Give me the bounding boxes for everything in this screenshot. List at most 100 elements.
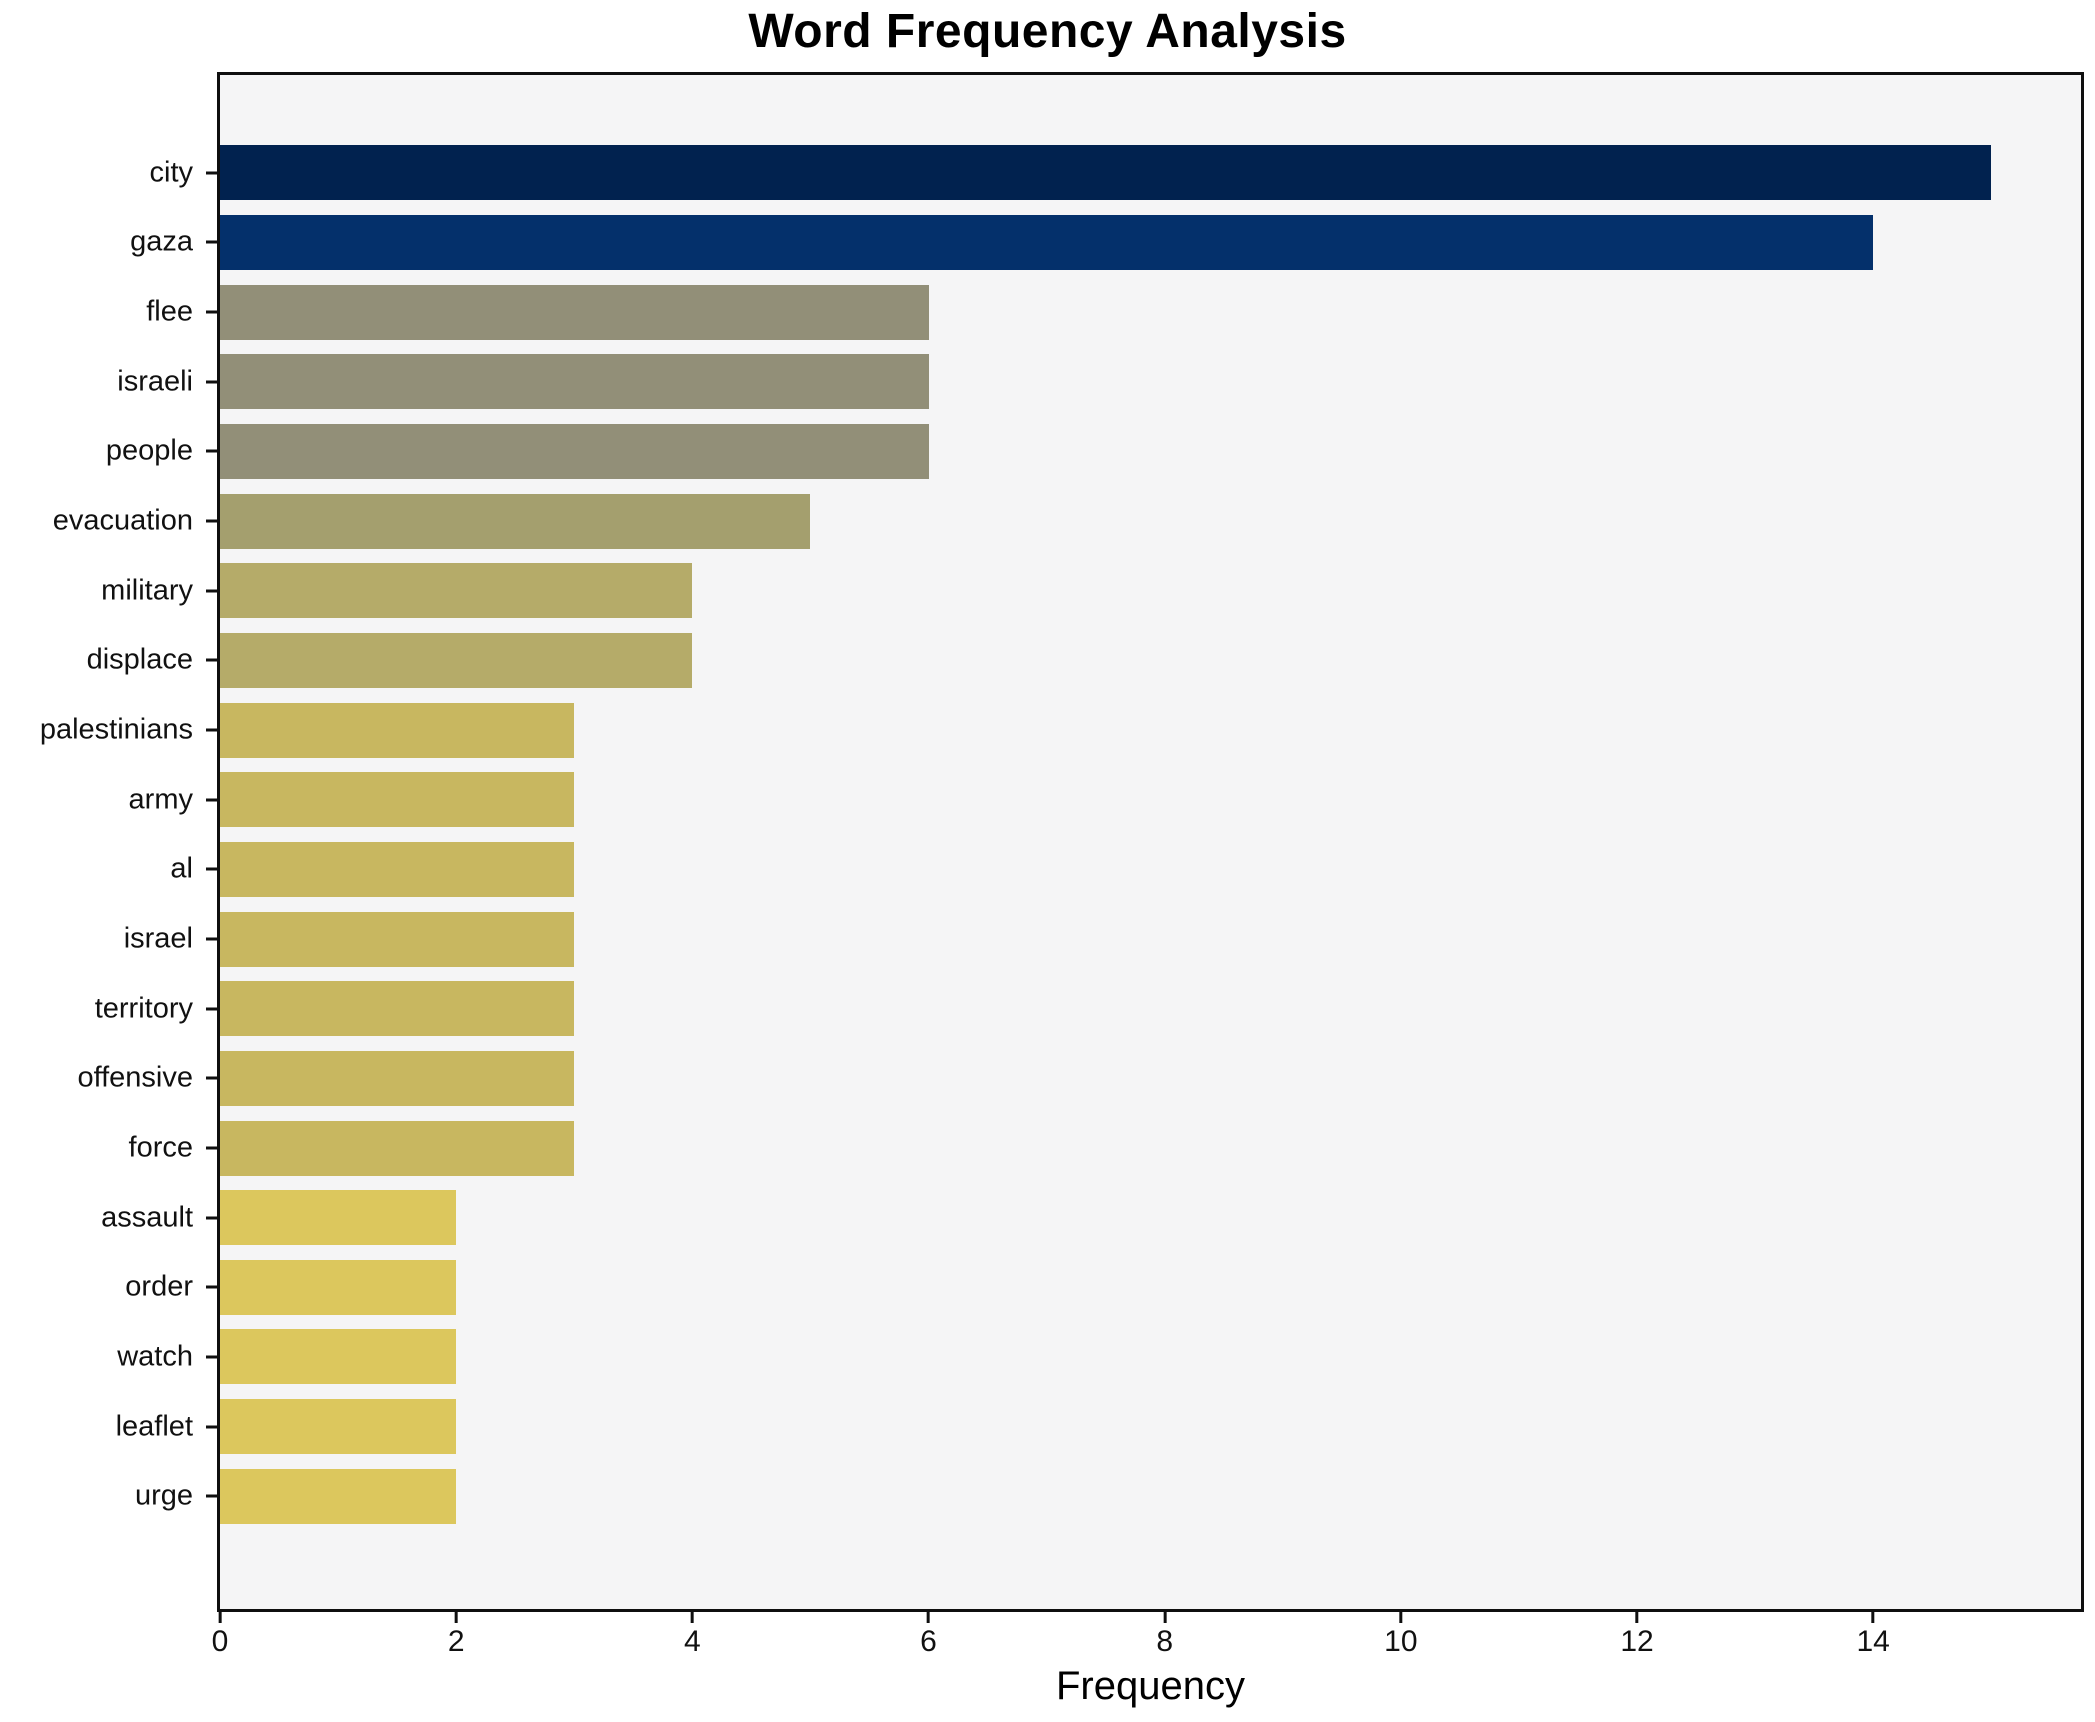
y-tick-label: urge [134, 1479, 193, 1512]
bar [220, 145, 1992, 201]
y-tick-label: al [170, 852, 193, 885]
chart-title: Word Frequency Analysis [748, 5, 1347, 58]
x-tick-mark [1635, 1612, 1639, 1623]
bar-row: territory [95, 974, 2081, 1044]
bar [220, 632, 693, 688]
x-tick-mark [690, 1612, 694, 1623]
y-tick-label: military [101, 574, 193, 607]
bar-row: leaflet [116, 1392, 2081, 1462]
y-tick-label: territory [94, 992, 193, 1025]
y-tick-mark [206, 798, 217, 802]
bar [220, 911, 575, 967]
bar-row: military [101, 556, 2081, 626]
bar-row: offensive [77, 1044, 2081, 1114]
x-axis-label: Frequency [1056, 1664, 1245, 1708]
x-tick-label: 14 [1856, 1625, 1890, 1658]
bar-row: order [125, 1253, 2081, 1323]
y-tick-mark [206, 589, 217, 593]
y-tick-mark [206, 1494, 217, 1498]
x-axis-tick: 10 [1384, 1612, 1418, 1658]
y-tick-mark [206, 1007, 217, 1011]
y-tick-label: order [125, 1270, 193, 1303]
plot-area: city gaza flee israeli people evacuation milit… [40, 72, 2084, 1657]
y-tick-mark [206, 380, 217, 384]
bar [220, 841, 575, 897]
y-tick-mark [206, 1216, 217, 1220]
bar-row: israel [124, 904, 2081, 974]
bar [220, 1050, 575, 1106]
x-tick-label: 10 [1384, 1625, 1418, 1658]
y-tick-label: city [149, 156, 194, 189]
bar [220, 981, 575, 1037]
bar-row: army [129, 765, 2081, 835]
x-tick-label: 12 [1620, 1625, 1654, 1658]
y-tick-label: force [128, 1131, 193, 1164]
x-tick-label: 4 [683, 1625, 701, 1658]
y-tick-label: flee [146, 295, 193, 328]
bar [220, 1259, 457, 1315]
y-tick-mark [206, 867, 217, 871]
bar-row: israeli [117, 347, 2081, 417]
bars-container: city gaza flee israeli people evacuation milit… [40, 75, 2081, 1609]
bar-row: watch [117, 1322, 2081, 1392]
x-tick-mark [1163, 1612, 1167, 1623]
x-axis-tick: 4 [684, 1612, 701, 1657]
x-axis-tick: 12 [1620, 1612, 1654, 1658]
y-tick-mark [206, 1076, 217, 1080]
bar-row: palestinians [40, 695, 2081, 765]
y-tick-mark [206, 1285, 217, 1289]
y-tick-label: army [128, 783, 193, 816]
bar [220, 214, 1874, 270]
x-axis-tick: 14 [1856, 1612, 1890, 1658]
bar [220, 772, 575, 828]
bar [220, 1399, 457, 1455]
x-axis-tick: 0 [211, 1612, 229, 1658]
bar [220, 284, 929, 340]
y-tick-label: people [105, 434, 193, 467]
x-axis-tick: 2 [448, 1612, 465, 1657]
y-tick-label: displace [86, 643, 193, 676]
bar [220, 423, 929, 479]
x-tick-label: 6 [920, 1625, 937, 1658]
y-tick-mark [206, 1355, 217, 1359]
y-tick-label: gaza [130, 225, 193, 258]
x-tick-label: 0 [211, 1625, 229, 1658]
bar-row: urge [135, 1461, 2081, 1531]
y-tick-mark [206, 449, 217, 453]
x-axis-tick: 6 [920, 1612, 937, 1657]
x-tick-label: 8 [1156, 1625, 1173, 1658]
x-tick-mark [1399, 1612, 1403, 1623]
bar [220, 702, 575, 758]
bar-row: gaza [130, 208, 2081, 278]
y-tick-mark [206, 519, 217, 523]
bar-row: evacuation [53, 486, 2081, 556]
bar-row: al [170, 835, 2081, 905]
y-tick-label: leaflet [115, 1410, 193, 1443]
bar [220, 1120, 575, 1176]
bar-row: city [150, 138, 2081, 208]
bar [220, 1190, 457, 1246]
y-tick-label: israel [123, 922, 193, 955]
y-tick-mark [206, 1425, 217, 1429]
y-tick-mark [206, 171, 217, 175]
x-tick-mark [1871, 1612, 1875, 1623]
y-tick-mark [206, 658, 217, 662]
bar-row: displace [87, 626, 2081, 696]
x-tick-label: 2 [447, 1625, 465, 1658]
bar [220, 563, 693, 619]
y-tick-label: watch [117, 1340, 193, 1373]
bar-row: force [129, 1113, 2081, 1183]
y-tick-mark [206, 728, 217, 732]
y-tick-label: evacuation [52, 504, 193, 537]
x-tick-mark [218, 1612, 222, 1623]
bar [220, 1468, 457, 1524]
y-tick-label: israeli [117, 365, 193, 398]
bar-row: people [106, 417, 2081, 487]
bar-row: assault [101, 1183, 2081, 1253]
x-tick-mark [927, 1612, 930, 1623]
x-axis-tick: 8 [1156, 1612, 1173, 1657]
y-tick-mark [206, 1146, 217, 1150]
bar [220, 354, 929, 410]
y-tick-label: assault [101, 1201, 193, 1234]
